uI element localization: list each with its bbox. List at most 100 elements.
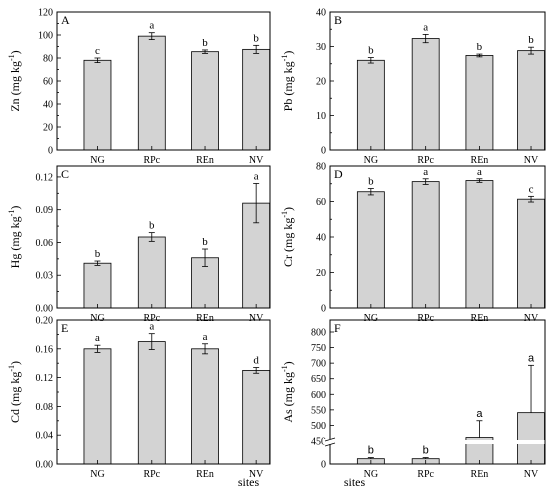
panel-A: c NG a RPc b REn b NV 0 20 40 60 80 100 120 A Zn (mg kg-… <box>7 8 271 166</box>
y-tick-label: 0.08 <box>36 402 54 413</box>
bar-NG <box>83 59 112 151</box>
x-tick-label: REn <box>196 469 214 480</box>
significance-letter: b <box>423 445 429 457</box>
bar-RPc <box>411 181 440 309</box>
significance-letter: a <box>149 20 154 32</box>
y-axis-label-main: Cr (mg kg <box>281 218 295 267</box>
significance-letter: b <box>253 32 259 44</box>
y-tick-label: 450 <box>311 437 326 448</box>
significance-letter: a <box>423 21 428 33</box>
x-tick-label: NV <box>249 313 264 324</box>
significance-letter: b <box>368 445 374 457</box>
x-tick-label: REn <box>471 469 489 480</box>
bar-REn <box>465 180 494 309</box>
y-axis-label-superscript: -1 <box>280 365 289 372</box>
y-axis-label: Pb (mg kg-1) <box>280 51 295 112</box>
y-axis-label: Hg (mg kg-1) <box>7 206 22 269</box>
y-axis-label-main: Zn (mg kg <box>8 61 22 112</box>
y-tick-label: 0.20 <box>36 316 54 327</box>
significance-letter: b <box>368 45 374 57</box>
y-tick-label: 80 <box>316 162 326 173</box>
bar-NV <box>517 412 545 465</box>
bar-NG <box>83 348 112 465</box>
y-axis-label-close: ) <box>8 206 22 210</box>
y-tick-label: 0.00 <box>36 460 54 471</box>
bar-NG <box>356 191 385 309</box>
y-axis-label-close: ) <box>281 207 295 211</box>
y-tick-label: 60 <box>43 77 53 88</box>
y-axis-label-main: Hg (mg kg <box>8 216 22 268</box>
y-tick-label: 500 <box>311 421 326 432</box>
y-tick-label: 40 <box>316 8 326 19</box>
y-axis-label-close: ) <box>281 51 295 55</box>
y-tick-label: 40 <box>316 233 326 244</box>
y-tick-label: 650 <box>311 374 326 385</box>
significance-letter: a <box>528 352 535 364</box>
y-tick-label: 0 <box>321 304 326 315</box>
y-tick-label: 0 <box>321 146 326 157</box>
panel-letter: A <box>61 13 70 27</box>
plot-frame <box>56 11 271 151</box>
x-tick-label: NG <box>90 469 104 480</box>
x-tick-label: NV <box>524 469 539 480</box>
x-axis-label: sites <box>238 475 260 488</box>
bar-RPc <box>137 341 166 465</box>
bar-break-gap <box>464 440 494 444</box>
bar-NV <box>517 198 545 309</box>
x-tick-label: REn <box>196 313 214 324</box>
x-tick-label: NG <box>364 155 378 166</box>
y-tick-label: 60 <box>316 197 326 208</box>
x-tick-label: RPc <box>417 155 434 166</box>
y-tick-label: 20 <box>316 268 326 279</box>
axis-break-mark <box>324 442 336 447</box>
y-tick-label: 0.06 <box>36 238 54 249</box>
x-tick-label: REn <box>196 155 214 166</box>
significance-letter: a <box>477 166 482 178</box>
significance-letter: a <box>149 321 154 333</box>
plot-frame <box>56 165 271 309</box>
bar-REn <box>191 51 219 151</box>
y-tick-label: 0.00 <box>36 304 54 315</box>
y-axis-label: Cd (mg kg-1) <box>7 361 22 423</box>
x-tick-label: RPc <box>417 313 434 324</box>
x-tick-label: NV <box>249 155 264 166</box>
panel-letter: C <box>61 167 69 181</box>
significance-letter: a <box>423 166 428 178</box>
y-axis-label-main: Cd (mg kg <box>8 372 22 423</box>
y-axis-label-superscript: -1 <box>280 211 289 218</box>
bar-NV <box>242 48 271 151</box>
significance-letter: a <box>254 170 259 182</box>
x-tick-label: NG <box>364 469 378 480</box>
significance-letter: a <box>476 408 483 420</box>
x-tick-label: RPc <box>143 313 160 324</box>
y-axis-label-superscript: -1 <box>7 210 16 217</box>
panel-C: b NG b RPc b REn a NV 0.00 0.03 0.06 0.09 0.12 C Hg (m… <box>7 165 271 324</box>
plot-frame <box>329 11 546 151</box>
y-axis-label: Zn (mg kg-1) <box>7 50 22 111</box>
x-tick-label: REn <box>471 313 489 324</box>
significance-letter: c <box>529 183 534 195</box>
y-tick-label: 80 <box>43 54 53 65</box>
y-axis-label-close: ) <box>281 361 295 365</box>
panel-letter: D <box>334 167 343 181</box>
bar-NG <box>356 59 385 151</box>
y-tick-label: 20 <box>316 77 326 88</box>
bar-RPc <box>411 38 440 151</box>
significance-letter: d <box>253 355 259 367</box>
panel-letter: F <box>334 321 341 335</box>
significance-letter: b <box>149 220 155 232</box>
bar-REn <box>191 348 219 465</box>
y-tick-label: 0 <box>48 146 53 157</box>
bar-break-gap <box>516 440 546 444</box>
y-tick-label: 0.04 <box>36 431 54 442</box>
x-tick-label: NV <box>524 313 539 324</box>
significance-letter: c <box>95 45 100 57</box>
x-tick-label: NG <box>364 313 378 324</box>
bar-NG <box>83 262 112 309</box>
y-tick-label: 550 <box>311 405 326 416</box>
axis-break-gap <box>324 439 336 444</box>
x-tick-label: RPc <box>417 469 434 480</box>
y-tick-label: 30 <box>316 42 326 53</box>
significance-letter: b <box>477 41 483 53</box>
significance-letter: a <box>95 332 100 344</box>
